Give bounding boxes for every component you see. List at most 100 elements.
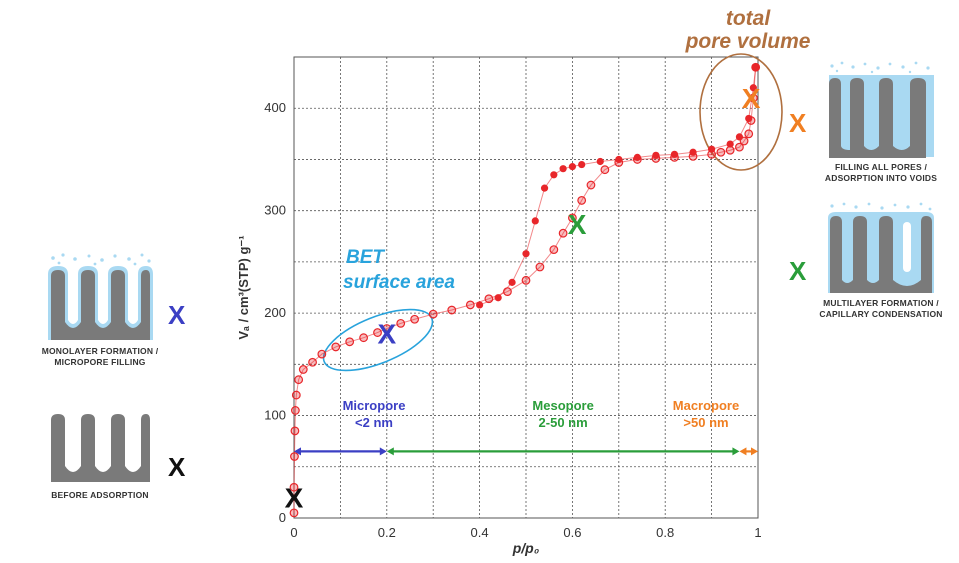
adsorption-point — [535, 262, 545, 272]
y-tick-label: 0 — [279, 510, 286, 525]
multilayer-illustration — [828, 202, 934, 293]
adsorption-point — [290, 406, 300, 415]
adsorption-point — [289, 482, 299, 492]
filling-caption-line2: ADSORPTION INTO VOIDS — [824, 172, 938, 183]
desorption-point — [508, 278, 516, 286]
adsorption-point — [735, 142, 744, 152]
desorption-point — [633, 153, 641, 161]
adsorption-point — [298, 365, 308, 374]
adsorption-point — [558, 228, 568, 238]
adsorption-point — [586, 180, 596, 190]
range-arrowhead-left — [386, 447, 394, 456]
monolayer-x-mark: X — [168, 300, 186, 330]
x-axis-label: p/p₀ — [512, 540, 540, 556]
adsorption-point — [373, 328, 382, 337]
total-label-line2: pore volume — [685, 30, 811, 53]
grid — [293, 56, 759, 519]
range-arrowhead-right — [379, 447, 387, 456]
adsorption-point — [447, 305, 457, 315]
adsorption-point — [331, 342, 341, 352]
adsorption-point — [396, 318, 406, 328]
desorption-point — [726, 140, 734, 148]
filling-illustration — [829, 61, 934, 158]
y-tick-label: 100 — [264, 408, 286, 423]
before-caption-line1: BEFORE ADSORPTION — [51, 490, 149, 500]
x-tick-label: 0.4 — [471, 525, 489, 540]
adsorbate-dots — [51, 253, 151, 266]
before-x-mark: X — [168, 452, 186, 482]
x-mark: X — [742, 83, 761, 114]
range-arrowhead-right — [732, 447, 740, 456]
adsorption-point — [289, 508, 299, 518]
adsorption-point — [577, 196, 587, 205]
x-marks: X X X X — [285, 83, 761, 514]
adsorption-point — [290, 452, 299, 461]
range-label-line2: 2-50 nm — [539, 415, 588, 430]
monolayer-panel: MONOLAYER FORMATION / MICROPORE FILLING — [42, 250, 158, 367]
multilayer-panel: MULTILAYER FORMATION / CAPILLARY CONDENS… — [819, 200, 942, 319]
filling-caption-line1: FILLING ALL PORES / — [834, 162, 928, 172]
desorption-point — [522, 250, 530, 258]
adsorption-point — [716, 147, 726, 157]
adsorption-point — [521, 275, 531, 285]
y-tick-label: 300 — [264, 203, 286, 218]
porous-solid — [829, 78, 926, 158]
porous-solid — [51, 270, 150, 340]
adsorption-point — [345, 337, 355, 347]
total-pore-volume-ellipse — [699, 53, 783, 171]
monolayer-caption-line2: MICROPORE FILLING — [54, 356, 146, 367]
bet-label-line1: BET — [346, 247, 385, 268]
range-label-line2: <2 nm — [355, 415, 393, 430]
empty-pore-core — [903, 222, 911, 272]
desorption-point — [550, 171, 558, 179]
adsorption-point — [503, 287, 512, 296]
bet-label-line2: surface area — [343, 272, 455, 293]
desorption-point — [745, 114, 753, 123]
multilayer-caption: MULTILAYER FORMATION / CAPILLARY CONDENS… — [791, 298, 959, 319]
range-label-line1: Mesopore — [532, 398, 593, 413]
range-label-line1: Macropore — [673, 398, 739, 413]
total-label-line1: total — [726, 7, 771, 30]
y-axis-label: Vₐ / cm³(STP) g⁻¹ — [236, 235, 251, 339]
desorption-point — [476, 301, 484, 309]
x-tick-label: 0 — [290, 525, 297, 540]
adsorption-point — [465, 300, 475, 310]
desorption-point — [559, 165, 567, 173]
adsorption-point — [428, 309, 438, 319]
before-illustration — [51, 414, 150, 482]
solid-with-layer — [48, 266, 153, 340]
desorption-point — [752, 63, 760, 71]
y-tick-label: 400 — [264, 100, 286, 115]
adsorption-point — [291, 390, 301, 400]
range-arrowhead-left — [739, 447, 747, 456]
desorption-point — [615, 155, 623, 164]
multilayer-x-mark: X — [789, 256, 807, 286]
desorption-point — [749, 84, 757, 92]
filling-x-mark: X — [789, 108, 807, 138]
x-tick-label: 0.6 — [563, 525, 581, 540]
adsorption-point — [549, 245, 559, 254]
desorption-point — [670, 150, 679, 158]
desorption-point — [708, 145, 716, 153]
adsorbate-dots — [830, 61, 930, 74]
range-label-line1: Micropore — [343, 398, 406, 413]
adsorption-point — [744, 129, 754, 139]
adsorption-point — [290, 426, 300, 436]
adsorption-point — [382, 324, 392, 333]
x-tick-label: 0.2 — [378, 525, 396, 540]
porous-solid — [51, 414, 150, 482]
annotations: total pore volume BET surface area — [322, 7, 811, 372]
x-tick-label: 1 — [754, 525, 761, 540]
y-tick-label: 200 — [264, 305, 286, 320]
desorption-point — [494, 294, 502, 302]
series — [289, 62, 761, 518]
porous-solid — [830, 216, 932, 293]
desorption-point — [578, 160, 586, 169]
x-mark: X — [285, 483, 304, 514]
adsorption-point — [359, 333, 369, 343]
range-arrowhead-left — [294, 447, 301, 456]
adsorption-point — [317, 349, 327, 359]
monolayer-caption: MONOLAYER FORMATION / MICROPORE FILLING — [10, 346, 190, 367]
desorption-point — [596, 157, 604, 166]
